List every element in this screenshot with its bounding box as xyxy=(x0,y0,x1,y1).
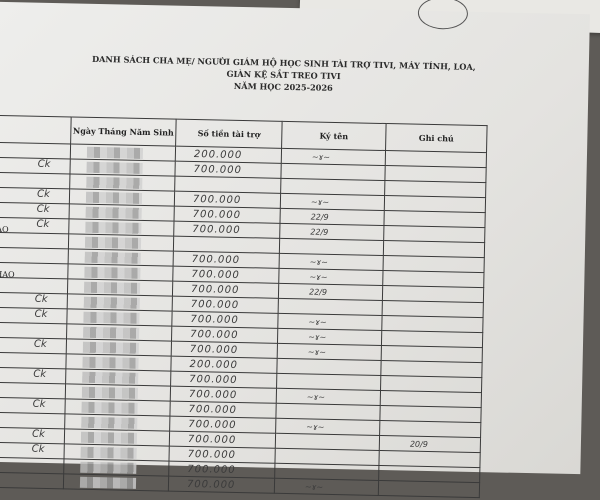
redacted-birthdate xyxy=(81,416,138,429)
transfer-mark: Ck xyxy=(33,338,47,350)
redacted-birthdate xyxy=(84,281,141,294)
redacted-birthdate xyxy=(85,221,142,234)
name-cell xyxy=(0,472,64,489)
stamp-mark xyxy=(417,0,469,30)
redacted-birthdate xyxy=(80,446,137,459)
redacted-birthdate xyxy=(80,461,137,474)
redacted-birthdate xyxy=(83,326,140,339)
redacted-birthdate xyxy=(84,266,141,279)
col-signature: Ký tên xyxy=(281,121,387,151)
signature-scribble: ∼ɤ∼ xyxy=(307,346,327,357)
redacted-birthdate xyxy=(81,386,139,399)
transfer-mark: Ck xyxy=(34,293,48,305)
note-cell xyxy=(378,480,480,498)
signature-date: 22/9 xyxy=(310,211,329,222)
name-cell: Ck xyxy=(0,397,66,414)
transfer-mark: Ck xyxy=(33,368,47,380)
name-cell: AO Ck xyxy=(0,217,70,234)
transfer-mark: Ck xyxy=(36,188,50,201)
signature-scribble: ∼ɤ∼ xyxy=(308,316,327,327)
redacted-birthdate xyxy=(81,401,138,414)
transfer-mark: Ck xyxy=(31,428,45,440)
name-cell xyxy=(0,277,68,294)
name-cell xyxy=(0,142,71,159)
redacted-birthdate xyxy=(85,191,143,204)
col-notes: Ghi chú xyxy=(385,123,488,153)
name-cell: Ck xyxy=(0,202,70,219)
birthdate-cell xyxy=(63,473,169,492)
transfer-mark: Ck xyxy=(34,308,48,320)
transfer-mark: Ck xyxy=(32,398,46,410)
amount-cell: 700.000 xyxy=(168,476,275,494)
transfer-mark: Ck xyxy=(36,203,50,216)
redacted-birthdate xyxy=(79,476,137,489)
name-cell: Ck xyxy=(0,157,71,174)
name-cell xyxy=(0,247,69,264)
name-cell: Ck xyxy=(0,442,65,459)
redacted-birthdate xyxy=(82,341,139,354)
name-cell: Ck xyxy=(0,187,70,204)
name-cell xyxy=(0,322,67,339)
signature-cell: ∼ɤ∼ xyxy=(274,478,379,496)
col-name xyxy=(0,115,72,144)
redacted-birthdate xyxy=(84,251,141,264)
name-cell: Ck xyxy=(0,367,66,384)
signature-scribble: ∼ɤ∼ xyxy=(309,256,328,267)
redacted-birthdate xyxy=(85,206,142,219)
name-cell: Ck xyxy=(0,427,65,444)
name-cell: Ck xyxy=(0,337,67,354)
name-cell: Ck xyxy=(0,307,68,324)
signature-scribble: ∼ɤ∼ xyxy=(309,271,328,282)
redacted-birthdate xyxy=(86,146,144,159)
redacted-birthdate xyxy=(86,161,143,174)
signature-scribble: ∼ɤ∼ xyxy=(310,196,330,207)
signature-scribble: ∼ɤ∼ xyxy=(311,151,331,162)
col-amount: Số tiền tài trợ xyxy=(175,119,283,149)
transfer-mark: Ck xyxy=(31,443,45,455)
col-birthdate: Ngày Tháng Năm Sinh xyxy=(70,116,177,147)
name-cell xyxy=(0,412,65,429)
name-cell xyxy=(0,382,66,399)
name-cell xyxy=(0,352,67,369)
name-cell: Ck xyxy=(0,292,68,309)
redacted-birthdate xyxy=(83,311,140,324)
transfer-mark: Ck xyxy=(37,158,51,171)
sponsor-table: Ngày Tháng Năm Sinh Số tiền tài trợ Ký t… xyxy=(0,115,488,498)
redacted-birthdate xyxy=(83,296,140,309)
transfer-mark: Ck xyxy=(36,218,50,231)
redacted-birthdate xyxy=(82,371,139,384)
signature-scribble: ∼ɤ∼ xyxy=(308,331,327,342)
redacted-birthdate xyxy=(82,356,139,369)
name-cell xyxy=(0,457,65,474)
name-cell xyxy=(0,172,70,189)
signature-date: 22/9 xyxy=(310,226,329,237)
name-cell xyxy=(0,232,69,249)
signature-date: 22/9 xyxy=(308,286,328,297)
signature-scribble: ∼ɤ∼ xyxy=(306,391,326,402)
redacted-birthdate xyxy=(80,431,138,444)
redacted-birthdate xyxy=(84,236,142,249)
signature-scribble: ∼ɤ∼ xyxy=(304,481,324,492)
document-page: DANH SÁCH CHA MẸ/ NGƯỜI GIÁM HỘ HỌC SINH… xyxy=(0,0,590,498)
name-cell: HAO xyxy=(0,262,69,279)
document-title: DANH SÁCH CHA MẸ/ NGƯỜI GIÁM HỘ HỌC SINH… xyxy=(48,52,519,98)
redacted-birthdate xyxy=(86,176,143,189)
signature-scribble: ∼ɤ∼ xyxy=(306,421,325,432)
